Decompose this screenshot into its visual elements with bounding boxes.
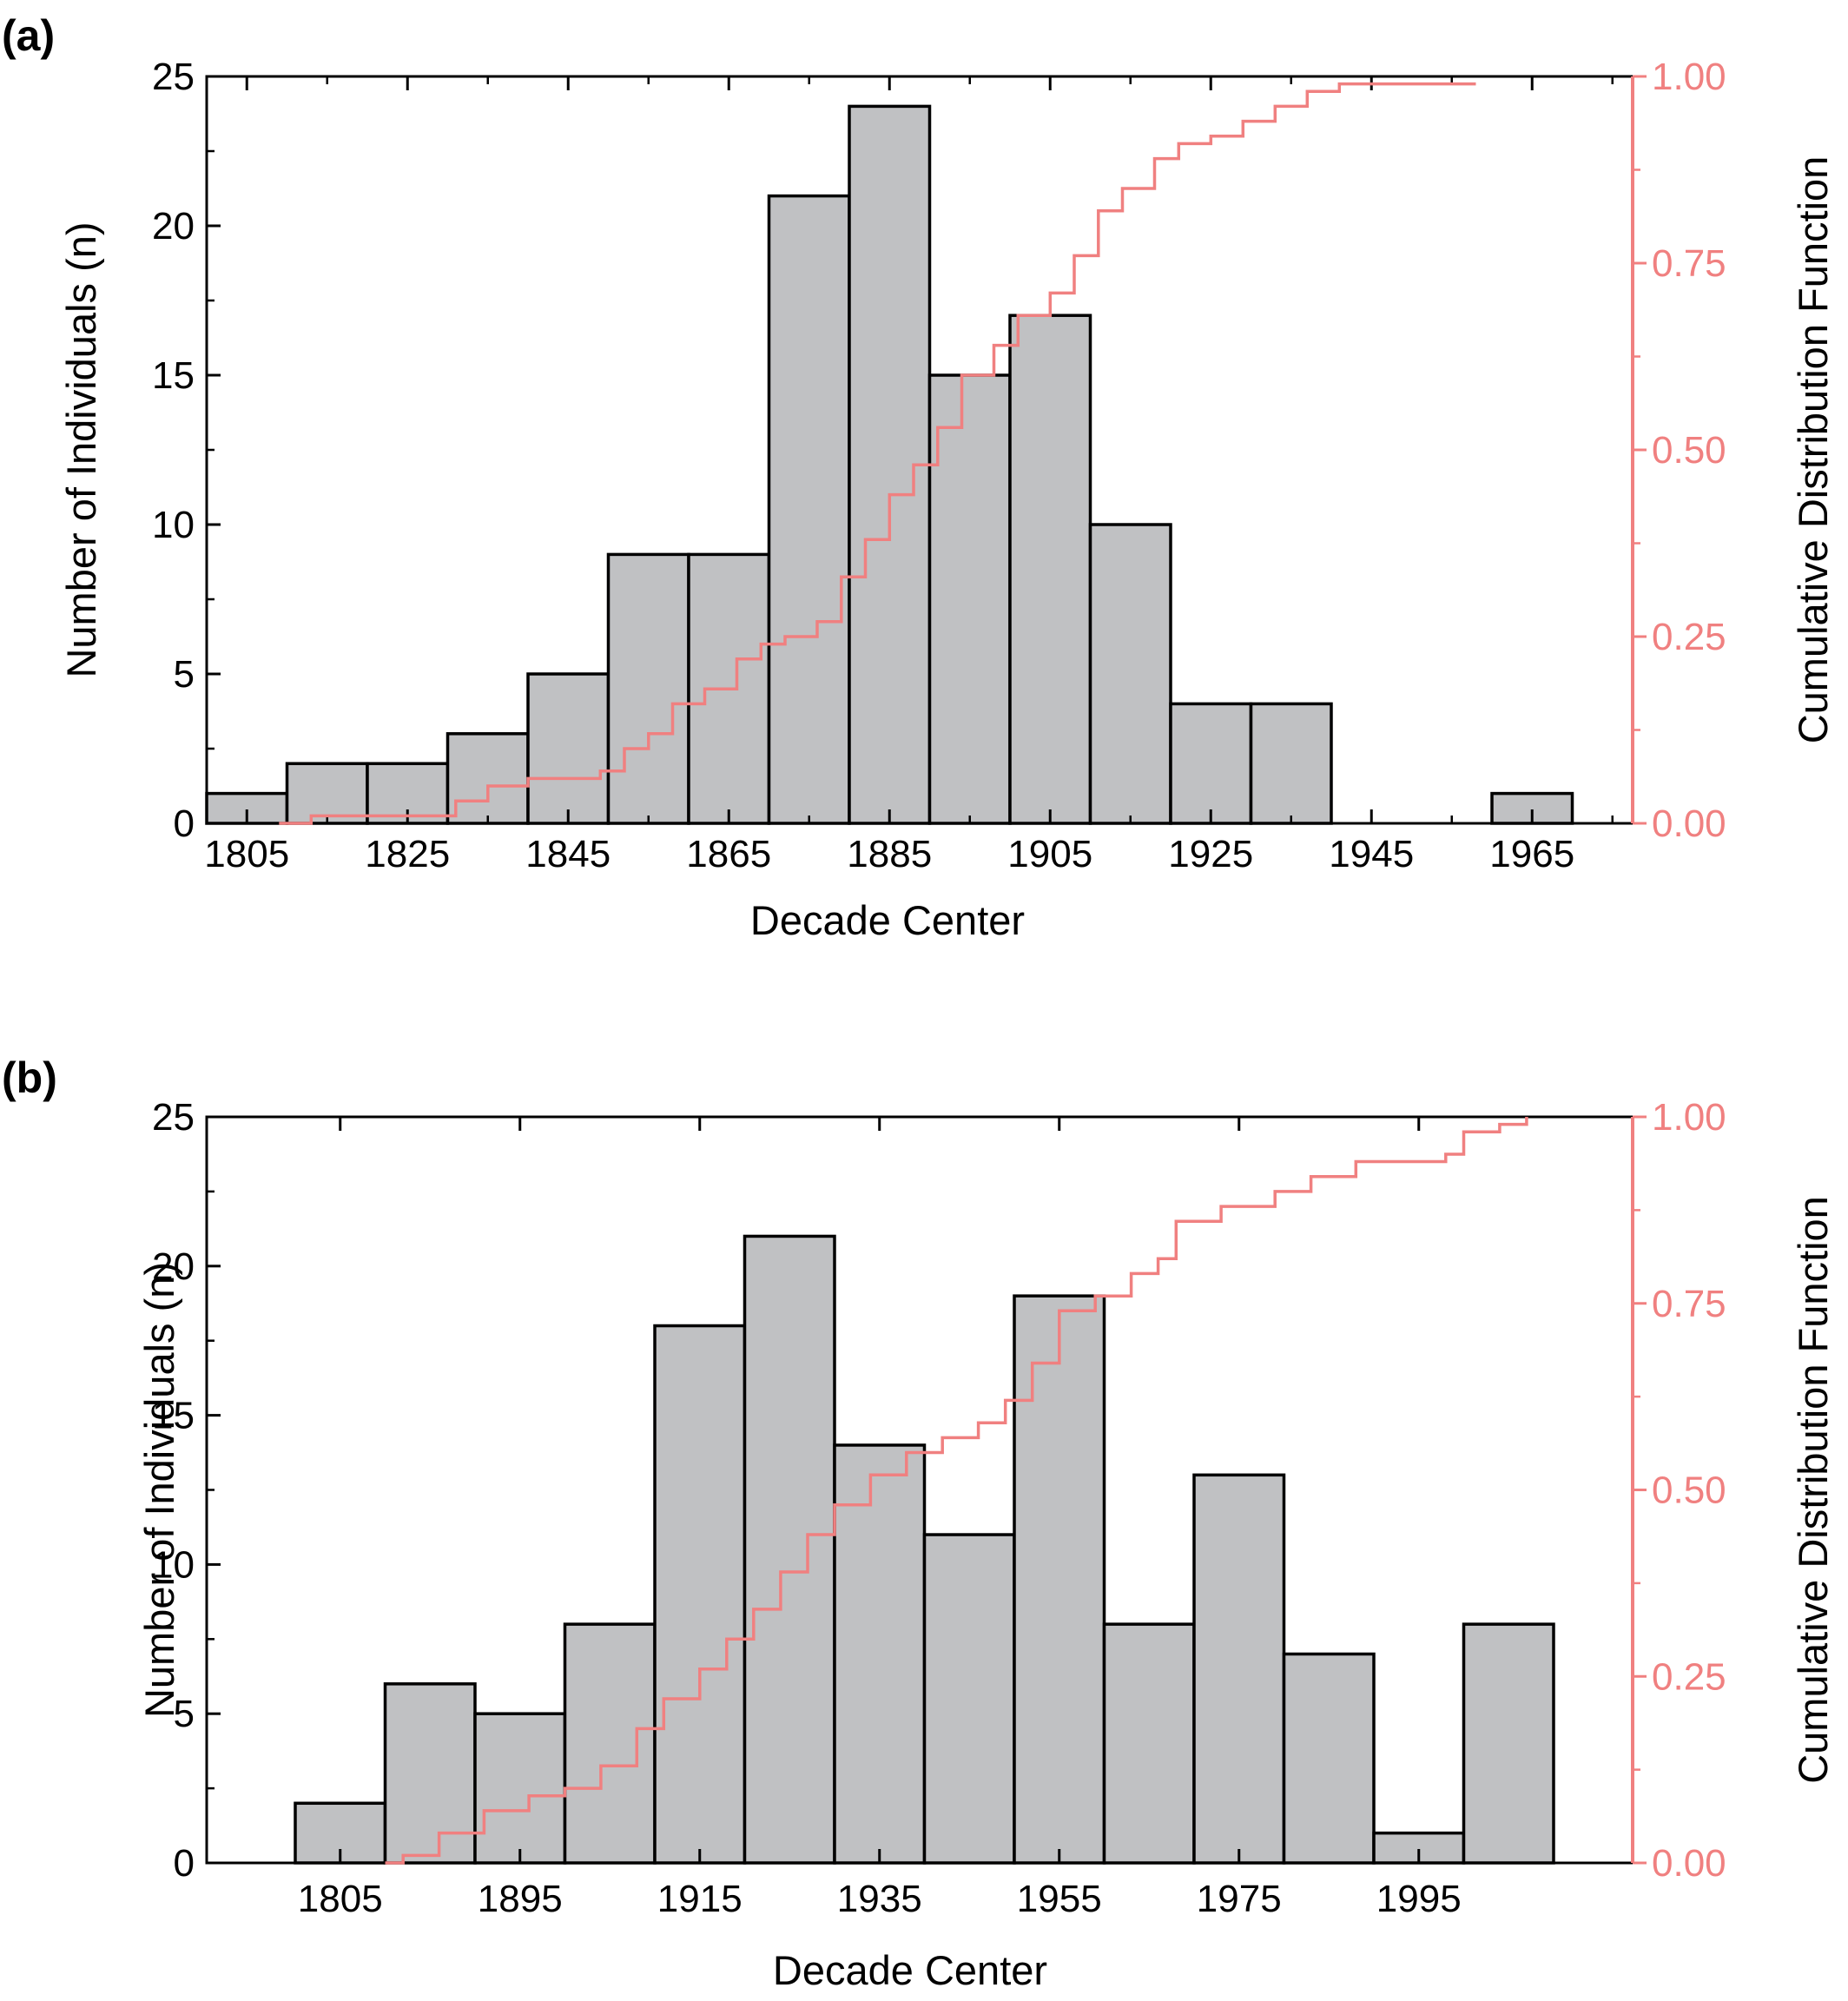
y2-tick-label: 0.00 (1652, 802, 1726, 845)
y-tick-label: 0 (174, 802, 195, 845)
cdf-line (385, 1117, 1528, 1865)
histogram-bar (742, 1234, 836, 1865)
x-tick-label: 1915 (657, 1878, 742, 1920)
histogram-bar (1088, 523, 1172, 825)
y2-tick-label: 0.25 (1652, 616, 1726, 658)
histogram-bar (563, 1622, 657, 1865)
x-tick-label: 1895 (478, 1878, 563, 1920)
histogram-bar (1013, 1294, 1106, 1865)
histogram-bar (473, 1712, 567, 1865)
x-tick-label: 1955 (1017, 1878, 1102, 1920)
panel-b: (b) 0 5 10 15 20 25 0.00 0.25 0.50 0.75 1.00 1805 189… (2, 1053, 1836, 1993)
y-tick-label: 15 (152, 354, 195, 397)
panel-label: (b) (2, 1053, 57, 1102)
y2-axis-title: Cumulative Distribution Function (1790, 1196, 1836, 1784)
y-tick-label: 25 (152, 1096, 195, 1139)
y2-axis-title: Cumulative Distribution Function (1790, 156, 1836, 744)
y2-tick-label: 0.75 (1652, 242, 1726, 285)
histogram-bar (1192, 1473, 1286, 1865)
x-tick-label: 1905 (1007, 833, 1092, 875)
x-tick-label: 1845 (525, 833, 610, 875)
x-tick-label: 1805 (204, 833, 289, 875)
histogram-bar (1008, 314, 1092, 825)
y2-tick-label: 0.75 (1652, 1283, 1726, 1325)
cdf-line (279, 82, 1476, 825)
histogram-bar (1102, 1622, 1196, 1865)
y2-tick-label: 1.00 (1652, 56, 1726, 98)
x-tick-label: 1805 (298, 1878, 383, 1920)
histogram-bar (1169, 702, 1253, 825)
panel-label: (a) (2, 11, 55, 60)
x-axis-title: Decade Center (773, 1947, 1047, 1993)
y-tick-label: 10 (152, 504, 195, 546)
x-tick-label: 1885 (847, 833, 932, 875)
x-tick-label: 1965 (1489, 833, 1574, 875)
x-tick-label: 1945 (1329, 833, 1414, 875)
x-tick-label: 1865 (686, 833, 771, 875)
panel-a: (a) 0 5 10 15 20 25 0.00 0.25 0.50 0.75 1.00 1805 182… (2, 11, 1836, 943)
y2-tick-label: 0.50 (1652, 429, 1726, 472)
histogram-bar (1249, 702, 1333, 825)
histogram-bar (606, 552, 690, 825)
x-tick-label: 1975 (1197, 1878, 1282, 1920)
histogram-bar (927, 373, 1012, 825)
y-axis-title: Number of Individuals (n) (58, 221, 104, 677)
y-tick-label: 5 (174, 653, 195, 696)
y-tick-label: 15 (152, 1395, 195, 1437)
histogram-bar (1282, 1652, 1376, 1865)
histogram-bar (383, 1682, 477, 1865)
histogram-bar (653, 1324, 747, 1865)
y-tick-label: 25 (152, 56, 195, 98)
y-tick-label: 10 (152, 1543, 195, 1586)
y-axis-title: Number of Individuals (n) (136, 1262, 182, 1718)
histogram-bar (833, 1443, 927, 1865)
x-tick-label: 1995 (1376, 1878, 1462, 1920)
y2-tick-label: 0.50 (1652, 1469, 1726, 1512)
y-tick-label: 20 (152, 1245, 195, 1288)
x-tick-label: 1825 (365, 833, 450, 875)
x-tick-label: 1925 (1168, 833, 1253, 875)
y-tick-label: 0 (174, 1842, 195, 1885)
y2-tick-label: 0.00 (1652, 1842, 1726, 1885)
histogram-bar (526, 672, 610, 825)
x-tick-label: 1935 (837, 1878, 922, 1920)
histogram-bar (446, 732, 530, 825)
y2-tick-label: 0.25 (1652, 1655, 1726, 1698)
histogram-bar (767, 194, 851, 825)
y-tick-label: 5 (174, 1693, 195, 1735)
y-tick-label: 20 (152, 205, 195, 248)
y2-tick-label: 1.00 (1652, 1096, 1726, 1139)
x-axis-title: Decade Center (750, 897, 1025, 943)
histogram-bar (1462, 1622, 1555, 1865)
histogram-bar (922, 1533, 1016, 1865)
